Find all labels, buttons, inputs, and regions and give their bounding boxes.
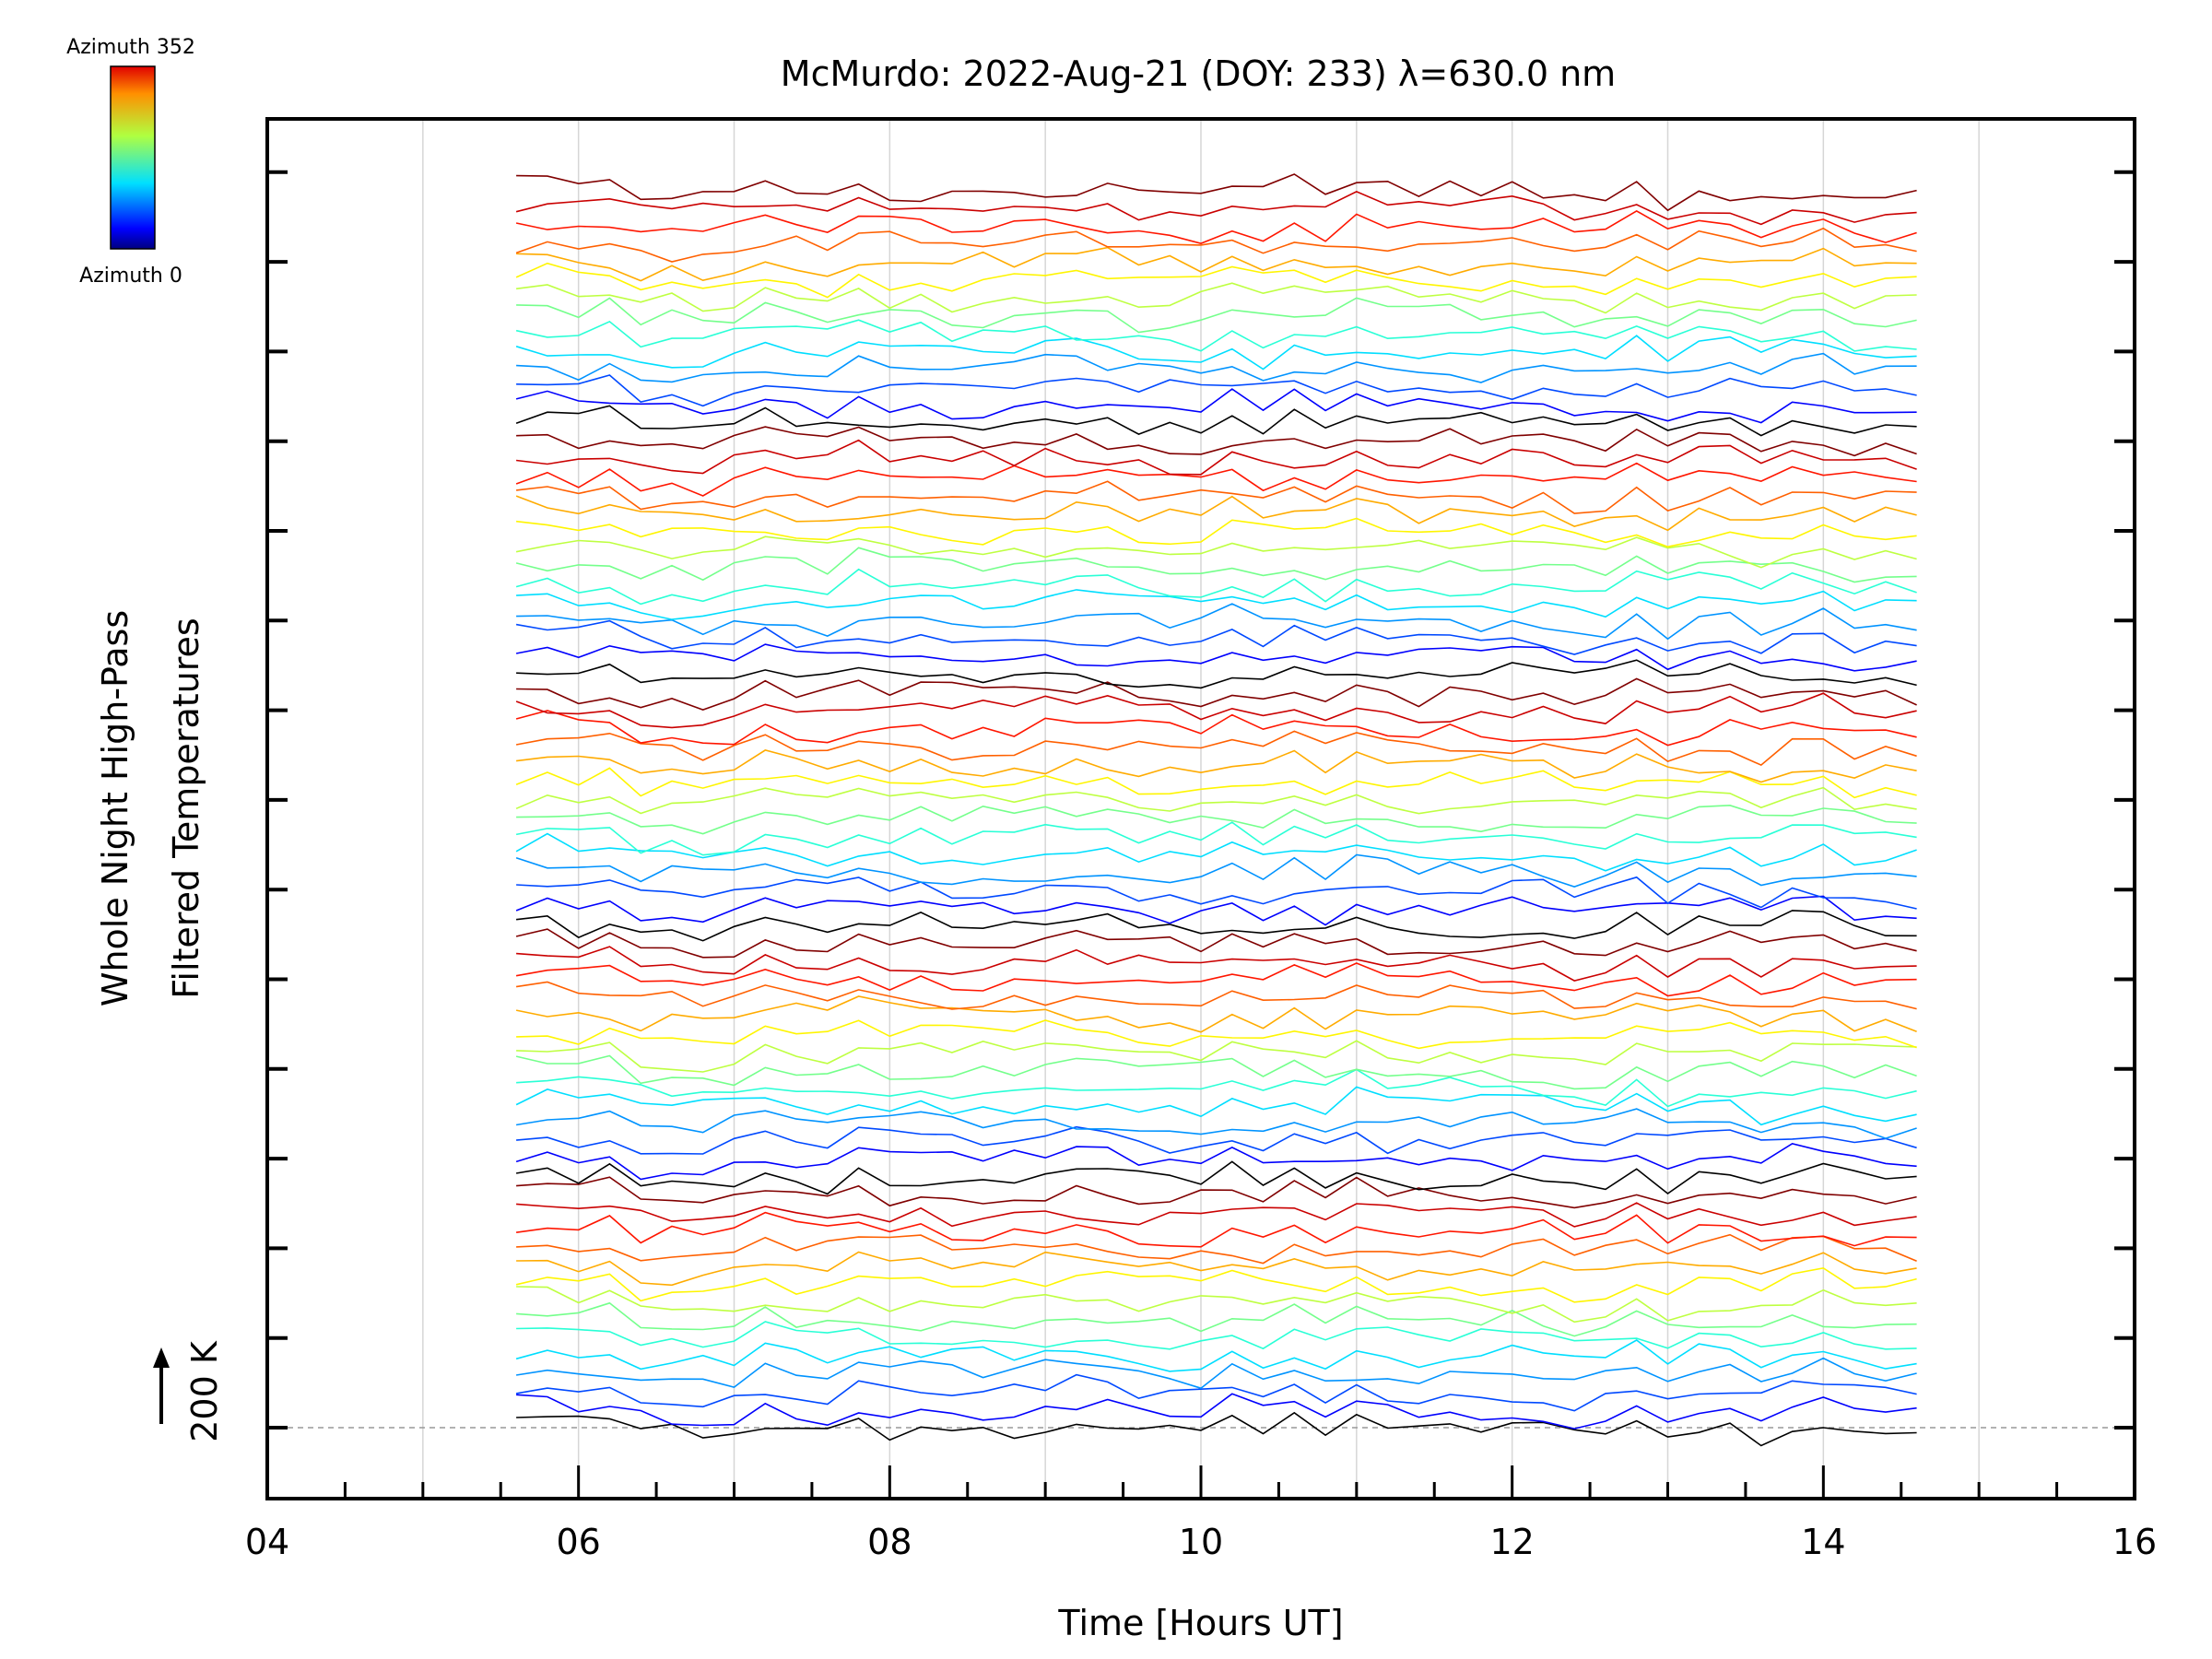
series-line	[516, 1321, 1917, 1350]
series-line	[516, 603, 1917, 641]
series-line	[515, 209, 1917, 244]
series-line	[516, 1393, 1917, 1430]
series-line	[515, 928, 1917, 959]
series-line	[515, 405, 1917, 437]
series-line	[515, 895, 1917, 926]
series-line	[515, 1266, 1917, 1303]
x-axis-label: Time [Hours UT]	[1057, 1603, 1343, 1643]
series-line	[515, 319, 1917, 352]
series-line	[515, 821, 1917, 856]
series-line	[516, 1176, 1917, 1209]
series-line	[515, 535, 1917, 569]
y-axis-label-line2: Filtered Temperatures	[166, 618, 206, 998]
series-line	[515, 995, 1917, 1033]
series-line	[515, 1054, 1917, 1090]
series-line	[515, 1211, 1917, 1248]
series-line	[516, 946, 1917, 982]
axis-ticks	[265, 170, 2136, 1499]
series-line	[516, 1301, 1917, 1337]
series-line	[515, 1339, 1917, 1372]
x-tick-label: 10	[1179, 1522, 1223, 1562]
series-line	[516, 1233, 1917, 1265]
chart-title: McMurdo: 2022-Aug-21 (DOY: 233) λ=630.0 …	[781, 53, 1616, 94]
series-line	[515, 1108, 1917, 1139]
series-line	[515, 981, 1917, 1010]
series-line	[515, 767, 1917, 799]
series-line	[515, 335, 1917, 371]
series-line	[516, 1068, 1917, 1108]
series-line	[515, 547, 1917, 583]
series-line	[516, 1286, 1917, 1324]
y-axis-label-line1: Whole Night High-Pass	[95, 610, 135, 1006]
x-tick-label: 08	[867, 1522, 912, 1562]
series-line	[516, 804, 1917, 835]
series-line	[516, 480, 1917, 514]
series-line	[516, 1040, 1917, 1073]
series-line	[515, 962, 1917, 997]
series-line	[516, 876, 1917, 910]
series-line	[515, 262, 1917, 299]
series-line	[516, 910, 1917, 942]
series-line	[515, 1142, 1917, 1181]
series-lines	[515, 173, 1917, 1447]
series-line	[515, 495, 1917, 532]
series-line	[515, 227, 1917, 263]
series-line	[515, 282, 1917, 314]
series-line	[516, 1019, 1917, 1050]
series-line	[515, 643, 1917, 672]
series-line	[516, 374, 1917, 407]
series-line	[515, 1357, 1917, 1390]
series-line	[515, 710, 1917, 747]
series-line	[515, 388, 1917, 424]
series-line	[516, 173, 1917, 212]
series-line	[516, 426, 1917, 457]
series-line	[515, 730, 1917, 767]
series-line	[515, 191, 1917, 226]
series-line	[515, 832, 1917, 872]
series-line	[516, 1125, 1917, 1155]
series-line	[515, 1373, 1917, 1412]
series-line	[516, 659, 1917, 689]
series-line	[516, 1411, 1917, 1447]
colorbar-top-label: Azimuth 352	[66, 36, 195, 59]
series-line	[515, 619, 1917, 655]
x-tick-label: 04	[245, 1522, 289, 1562]
colorbar: Azimuth 352 Azimuth 0	[66, 36, 195, 288]
series-line	[515, 786, 1917, 815]
series-line	[516, 439, 1917, 476]
series-line	[516, 589, 1917, 620]
series-line	[515, 568, 1917, 606]
series-line	[515, 1160, 1917, 1195]
scale-arrow-head-icon	[153, 1347, 170, 1368]
series-line	[516, 1251, 1917, 1287]
series-line	[516, 517, 1917, 548]
x-tick-label: 06	[556, 1522, 600, 1562]
series-line	[515, 462, 1917, 497]
scale-indicator: 200 K	[153, 1340, 225, 1442]
colorbar-gradient	[110, 65, 156, 250]
series-line	[516, 297, 1917, 334]
series-line	[516, 246, 1917, 282]
series-line	[515, 853, 1917, 888]
series-line	[515, 692, 1917, 729]
series-line	[515, 1086, 1917, 1126]
x-tick-labels: 04 06 08 10 12 14 16	[245, 1522, 2157, 1562]
scale-label: 200 K	[184, 1340, 225, 1442]
series-line	[516, 677, 1917, 711]
series-line	[516, 749, 1917, 783]
x-tick-label: 14	[1801, 1522, 1845, 1562]
x-tick-label: 16	[2112, 1522, 2157, 1562]
series-line	[516, 352, 1917, 383]
x-tick-label: 12	[1489, 1522, 1534, 1562]
series-line	[516, 1202, 1917, 1228]
colorbar-bottom-label: Azimuth 0	[79, 265, 182, 288]
